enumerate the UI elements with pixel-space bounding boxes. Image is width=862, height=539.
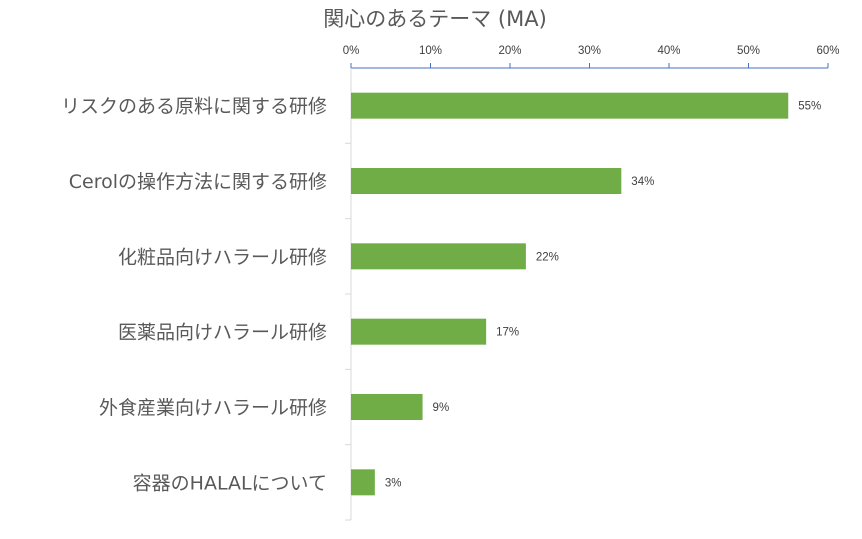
- value-axis-tick-label: 0%: [343, 45, 360, 57]
- category-label: リスクのある原料に関する研修: [61, 96, 327, 118]
- bar: [351, 92, 789, 119]
- bar: [351, 168, 622, 194]
- bar: [351, 394, 423, 420]
- category-label: 化粧品向けハラール研修: [118, 246, 327, 268]
- data-label: 17%: [496, 327, 519, 339]
- data-label: 22%: [536, 251, 559, 263]
- bar: [351, 318, 487, 345]
- bar-series: 55% 34% 22% 17% 9% 3%: [351, 92, 821, 496]
- bar: [351, 469, 375, 496]
- data-label: 3%: [385, 477, 402, 489]
- data-label: 55%: [798, 101, 821, 113]
- category-axis: リスクのある原料に関する研修 Cerolの操作方法に関する研修化粧品向けハラール研…: [61, 68, 352, 521]
- data-label: 34%: [631, 176, 654, 188]
- value-axis-tick-label: 30%: [578, 45, 601, 57]
- value-axis-tick-label: 50%: [737, 45, 760, 57]
- value-axis: 0% 10% 20% 30% 40% 50% 60%: [343, 45, 840, 69]
- value-axis-tick-label: 40%: [657, 45, 680, 57]
- category-label: 医薬品向けハラール研修: [118, 322, 327, 344]
- category-label: 外食産業向けハラール研修: [99, 397, 327, 419]
- bar: [351, 243, 526, 270]
- category-label: 容器のHALALについて: [133, 472, 327, 494]
- value-axis-tick-label: 20%: [498, 45, 521, 57]
- value-axis-tick-label: 60%: [816, 45, 839, 57]
- value-axis-tick-label: 10%: [419, 45, 442, 57]
- data-label: 9%: [433, 402, 450, 414]
- category-label: Cerolの操作方法に関する研修: [69, 171, 327, 193]
- chart-title: 関心のあるテーマ (MA): [323, 7, 547, 31]
